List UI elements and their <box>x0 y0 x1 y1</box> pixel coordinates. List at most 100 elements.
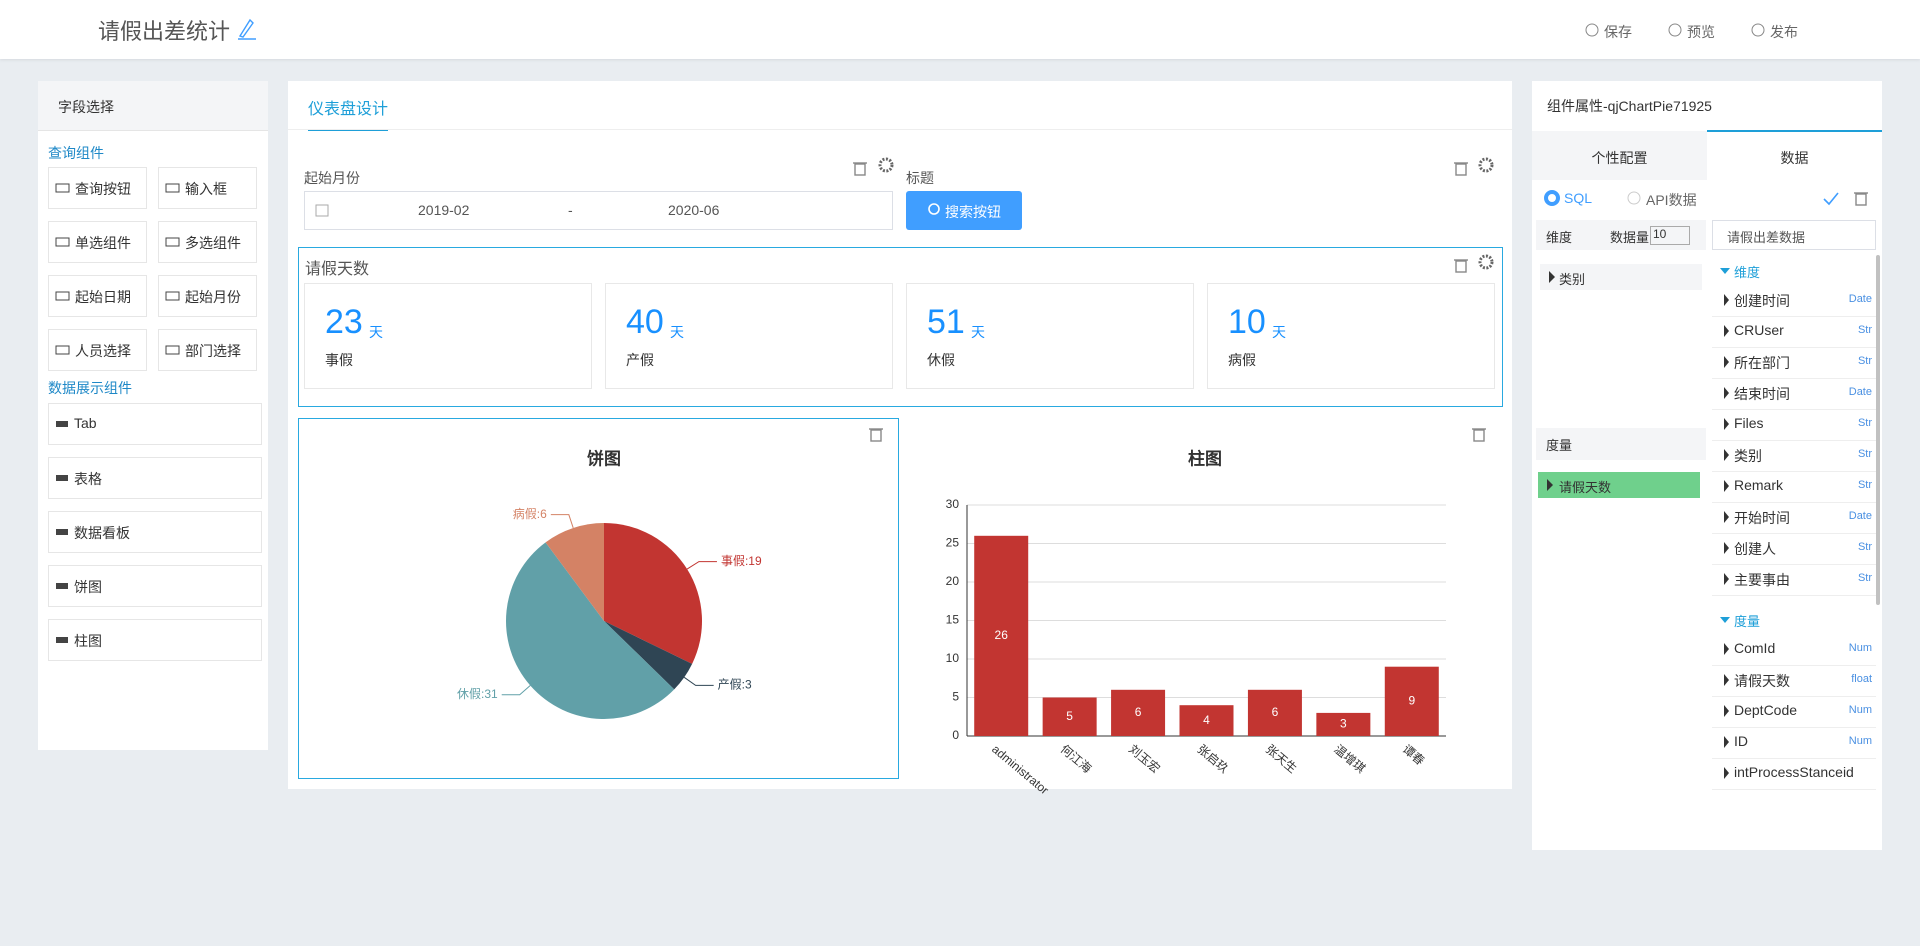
field-type: Num <box>1848 735 1872 747</box>
query-item[interactable] <box>158 221 257 263</box>
kpi-value: 10 <box>1228 303 1266 341</box>
tree-field[interactable] <box>1712 566 1876 596</box>
field-name: DeptCode <box>1734 702 1798 718</box>
tree-field[interactable] <box>1712 698 1876 728</box>
field-panel-header <box>38 81 268 131</box>
query-item-label: 查询按钮 <box>75 181 131 197</box>
header-bar <box>0 0 1920 59</box>
filter-label: 起始月份 <box>304 170 360 186</box>
field-name: 请假天数 <box>1734 673 1790 689</box>
dim-header <box>1536 220 1706 250</box>
field-type: Num <box>1848 704 1872 716</box>
measure-item-label: 请假天数 <box>1559 480 1612 495</box>
property-panel <box>1532 81 1882 850</box>
query-item[interactable] <box>48 221 147 263</box>
display-item-label: 饼图 <box>74 579 102 595</box>
query-item-label: 部门选择 <box>185 343 241 359</box>
tree-scrollbar <box>1876 255 1880 605</box>
source-option[interactable]: SQL <box>1564 190 1593 206</box>
query-item[interactable] <box>158 275 257 317</box>
kpi-label: 事假 <box>325 352 353 368</box>
kpi-unit: 天 <box>971 324 985 340</box>
search-button[interactable] <box>906 191 1022 230</box>
pie-box <box>298 418 899 779</box>
tree-field[interactable] <box>1712 411 1876 441</box>
query-item[interactable] <box>158 329 257 371</box>
kpi-card <box>1207 283 1495 389</box>
field-type: Str <box>1857 479 1872 491</box>
field-name: Files <box>1734 415 1764 431</box>
kpi-card <box>605 283 893 389</box>
tree-group: 维度 <box>1734 265 1761 280</box>
dim-item[interactable] <box>1540 264 1702 290</box>
field-type: Str <box>1857 324 1872 336</box>
query-item-label: 起始日期 <box>75 289 131 305</box>
tree-field[interactable] <box>1712 667 1876 697</box>
header-action[interactable]: 保存 <box>1604 24 1632 40</box>
field-name: 创建时间 <box>1734 293 1790 309</box>
property-title: 组件属性-qjChartPie71925 <box>1547 98 1712 114</box>
designer-tab[interactable]: 仪表盘设计 <box>308 95 389 131</box>
kpi-box <box>298 247 1503 407</box>
kpi-card <box>906 283 1194 389</box>
display-item[interactable] <box>48 403 262 445</box>
field-name: ComId <box>1734 640 1776 656</box>
display-item[interactable] <box>48 619 262 661</box>
tree-field[interactable] <box>1712 287 1876 317</box>
query-item-label: 起始月份 <box>185 289 241 305</box>
field-type: Str <box>1857 417 1872 429</box>
field-type: Str <box>1857 355 1872 367</box>
query-item[interactable] <box>158 167 257 209</box>
date-range[interactable] <box>304 191 893 230</box>
tree-field[interactable] <box>1712 442 1876 472</box>
tree-field[interactable] <box>1712 473 1876 503</box>
query-item[interactable] <box>48 275 147 317</box>
property-tab[interactable]: 个性配置 <box>1591 150 1648 166</box>
kpi-unit: 天 <box>1272 324 1286 340</box>
dim-label: 维度 <box>1546 230 1573 245</box>
header-action[interactable]: 发布 <box>1770 24 1798 40</box>
display-item[interactable] <box>48 511 262 553</box>
source-option[interactable]: API数据 <box>1646 192 1697 208</box>
display-item-label: 表格 <box>74 471 102 487</box>
dim-item-label: 类别 <box>1559 272 1586 287</box>
property-tab[interactable]: 数据 <box>1780 150 1809 166</box>
tree-field[interactable] <box>1712 349 1876 379</box>
kpi-unit: 天 <box>670 324 684 340</box>
measure-header <box>1536 428 1706 460</box>
count-label: 数据量 <box>1610 230 1650 245</box>
field-type: Str <box>1857 572 1872 584</box>
field-panel-title: 字段选择 <box>58 99 114 115</box>
tree-field[interactable] <box>1712 636 1876 666</box>
display-item[interactable] <box>48 565 262 607</box>
tree-field[interactable] <box>1712 535 1876 565</box>
field-type: Num <box>1848 642 1872 654</box>
field-panel <box>38 81 268 750</box>
tree-field[interactable] <box>1712 729 1876 759</box>
date-start: 2019-02 <box>418 202 470 218</box>
kpi-label: 休假 <box>927 352 955 368</box>
page-title: 请假出差统计 <box>98 19 231 44</box>
tree-field[interactable] <box>1712 760 1876 790</box>
query-item[interactable] <box>48 167 147 209</box>
tree-field[interactable] <box>1712 318 1876 348</box>
count-input[interactable]: 10 <box>1650 226 1690 245</box>
display-item-label: 数据看板 <box>74 525 130 541</box>
header-action[interactable]: 预览 <box>1687 24 1715 40</box>
dataset-select[interactable]: 请假出差数据 <box>1712 220 1876 250</box>
field-name: CRUser <box>1734 322 1784 338</box>
kpi-unit: 天 <box>369 324 383 340</box>
display-item[interactable] <box>48 457 262 499</box>
query-item-label: 输入框 <box>185 181 227 197</box>
section-label: 数据展示组件 <box>48 380 132 396</box>
kpi-value: 40 <box>626 303 664 341</box>
tab-divider <box>288 129 1512 130</box>
measure-item[interactable] <box>1538 472 1700 498</box>
query-item-label: 单选组件 <box>75 235 131 251</box>
tree-field[interactable] <box>1712 380 1876 410</box>
field-name: ID <box>1734 733 1748 749</box>
tree-field[interactable] <box>1712 504 1876 534</box>
field-type: Date <box>1848 293 1872 305</box>
query-item[interactable] <box>48 329 147 371</box>
